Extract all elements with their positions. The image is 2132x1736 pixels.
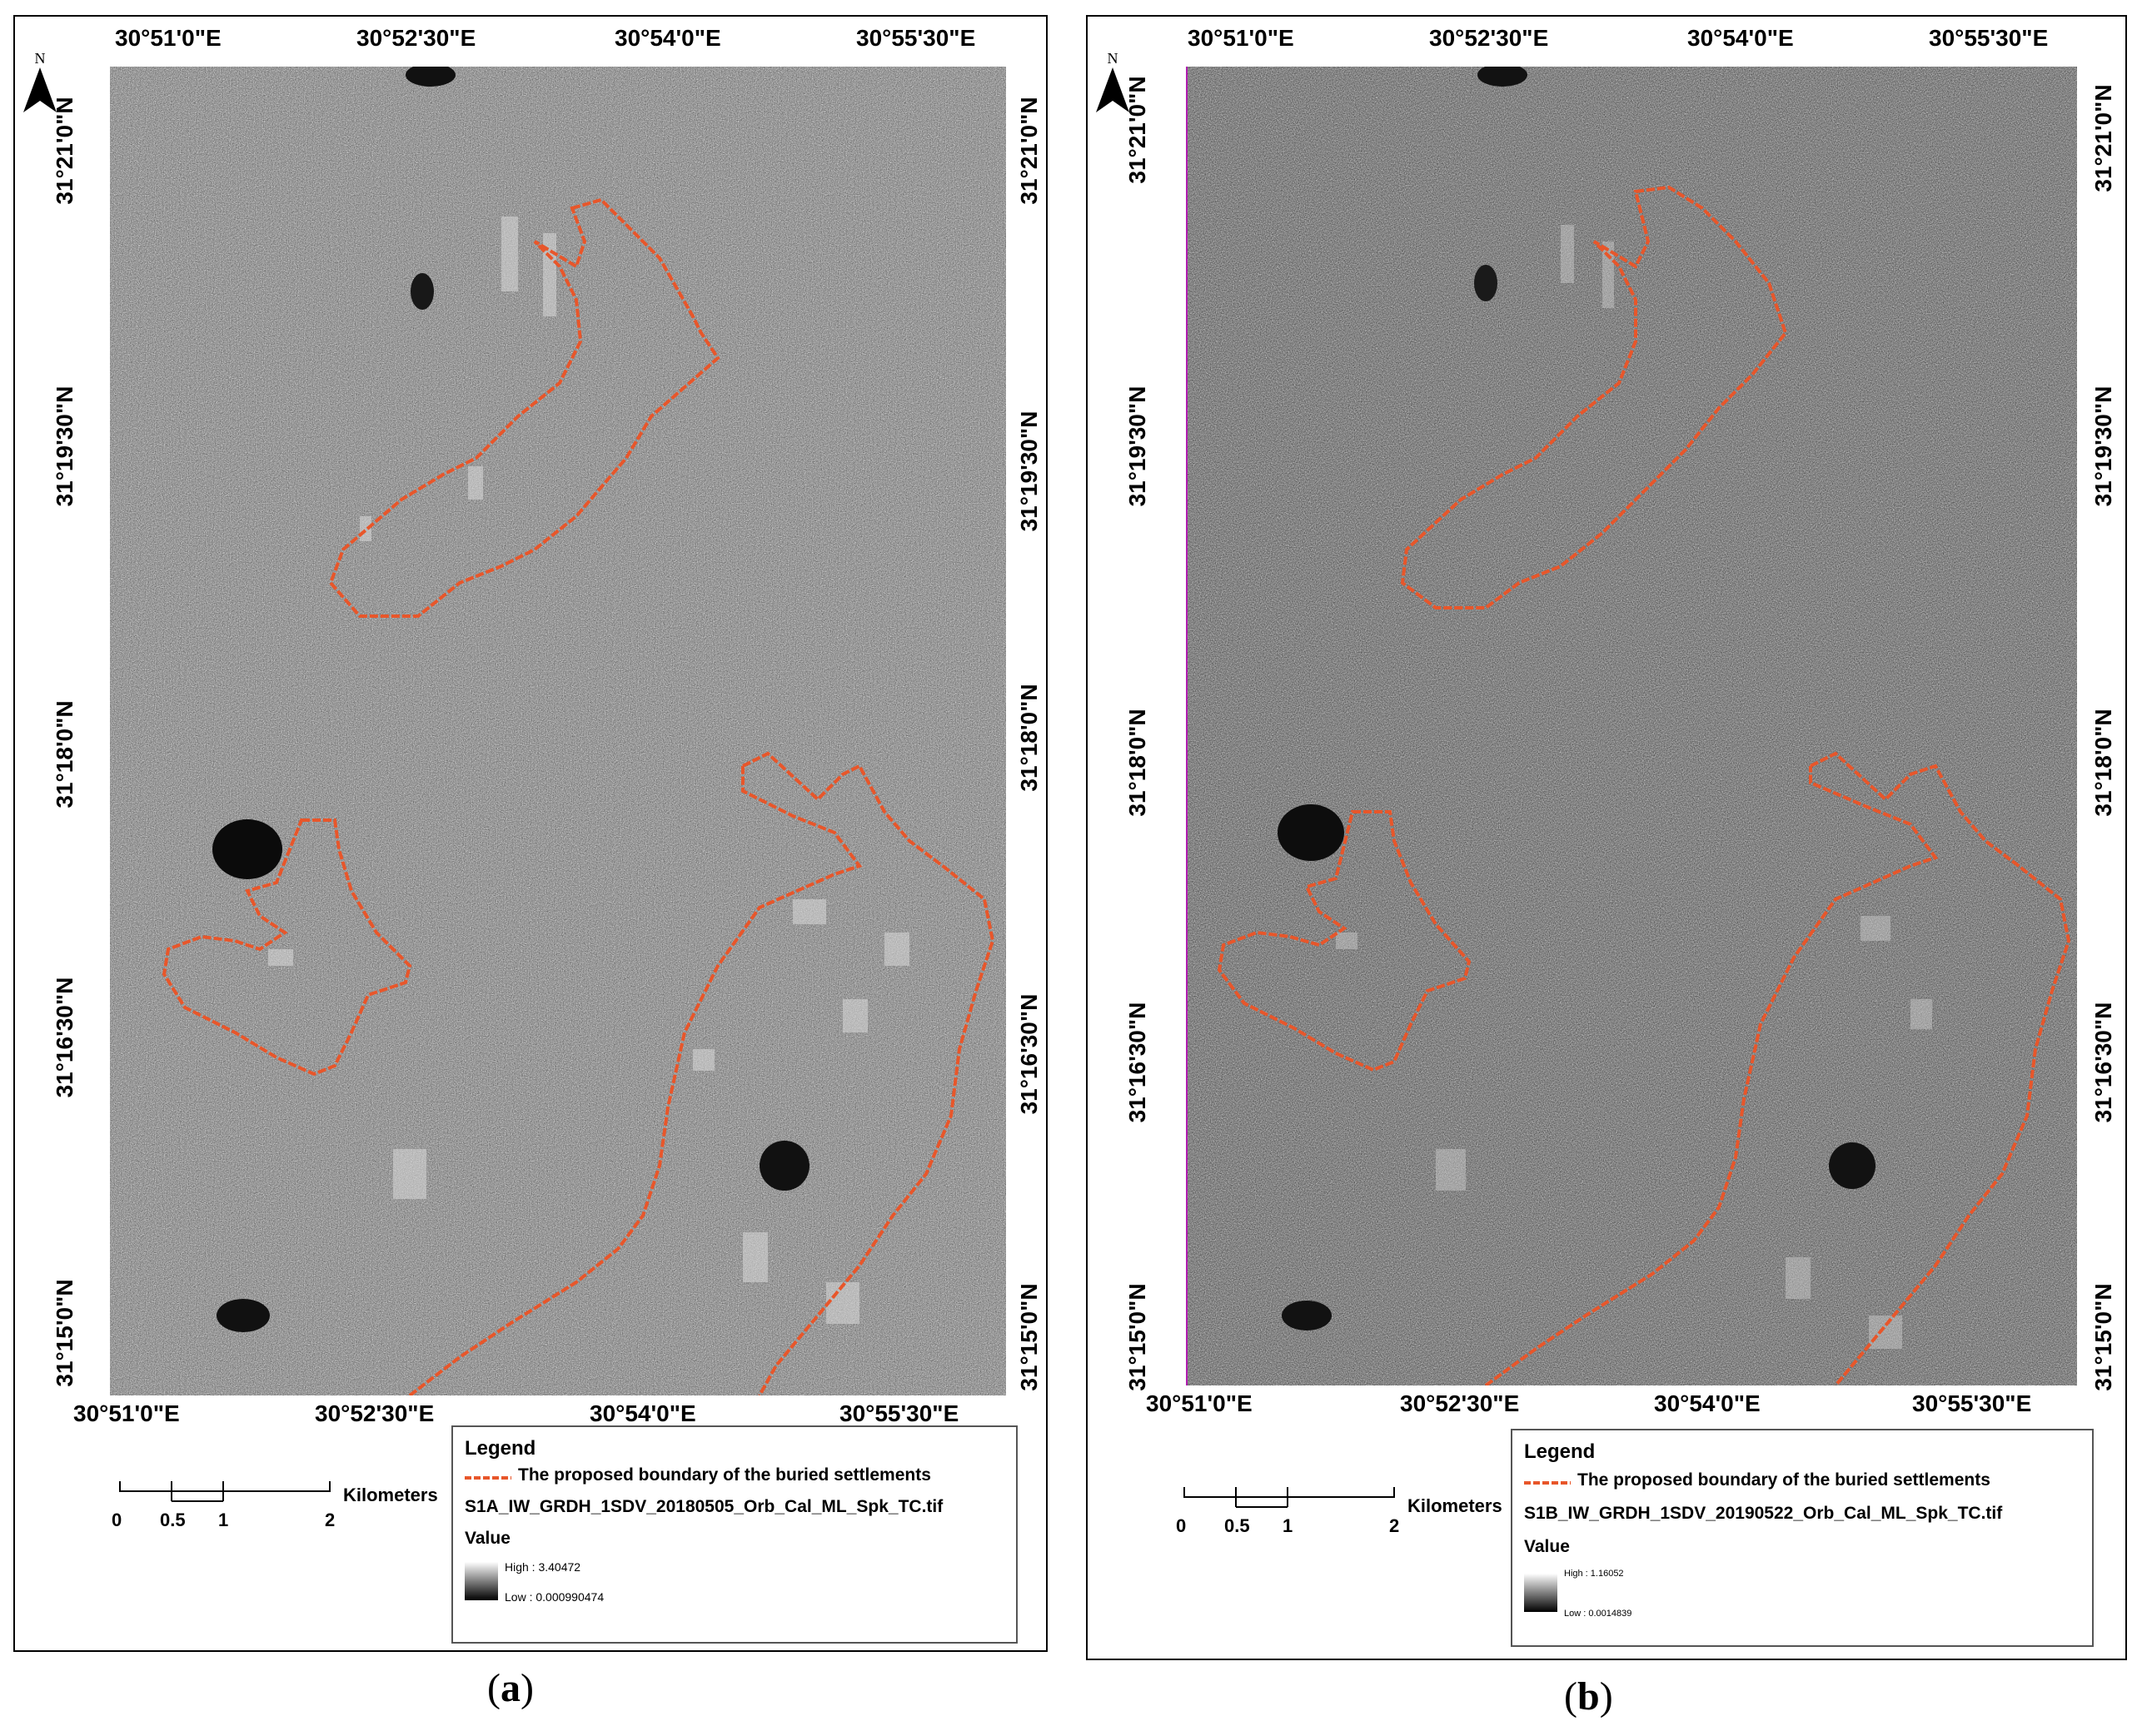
- lon-label-bottom: 30°51'0"E: [73, 1400, 180, 1426]
- lat-label-left: 31°21'0"N: [1124, 76, 1150, 184]
- scale-unit: Kilometers: [343, 1485, 438, 1505]
- boundary-line-swatch: [465, 1476, 511, 1480]
- lat-label-left: 31°16'30"N: [52, 977, 77, 1098]
- value-gradient-swatch: [1524, 1574, 1557, 1612]
- lat-label-left: 31°16'30"N: [1124, 1002, 1150, 1123]
- boundary-east-b: [1484, 751, 2071, 1385]
- lat-label-left: 31°21'0"N: [52, 97, 77, 205]
- scale-tick: 1: [218, 1510, 229, 1530]
- lon-label-top: 30°55'30"E: [1929, 25, 2049, 51]
- value-gradient-swatch: [465, 1562, 498, 1600]
- scale-bar-graphic: [119, 1481, 331, 1502]
- lat-label-right: 31°21'0"N: [1016, 97, 1042, 205]
- north-label: N: [34, 50, 46, 67]
- scale-tick: 2: [325, 1510, 336, 1530]
- lat-label-right: 31°19'30"N: [1016, 410, 1042, 532]
- caption-a: (a): [487, 1665, 534, 1711]
- caption-close: ): [520, 1666, 534, 1710]
- boundary-north-a: [328, 197, 720, 618]
- north-arrow-b: N: [1096, 50, 1129, 117]
- lat-label-right: 31°15'0"N: [1016, 1283, 1042, 1391]
- caption-letter: b: [1577, 1674, 1600, 1719]
- scale-bar-b: 0 0.5 1 2 Kilometers: [1171, 1484, 1521, 1542]
- lat-label-left: 31°18'0"N: [1124, 709, 1150, 817]
- lat-label-right: 31°18'0"N: [1016, 684, 1042, 792]
- sar-image-b: [1186, 67, 2077, 1385]
- caption-close: ): [1599, 1674, 1613, 1719]
- boundary-west-a: [162, 818, 412, 1077]
- north-label: N: [1107, 50, 1118, 67]
- lat-label-left: 31°19'30"N: [52, 386, 77, 507]
- scale-tick: 0: [1176, 1515, 1187, 1536]
- legend-raster-name: S1B_IW_GRDH_1SDV_20190522_Orb_Cal_ML_Spk…: [1524, 1504, 2003, 1523]
- boundary-east-a: [408, 751, 995, 1395]
- map-panel-a: N 30°51'0"E 30°52'30"E 30°54'0"E 30°55'3…: [13, 15, 1048, 1652]
- lon-label-bottom: 30°52'30"E: [1400, 1390, 1520, 1416]
- scale-bar-graphic: [1183, 1487, 1395, 1508]
- caption-letter: a: [500, 1666, 521, 1710]
- lat-label-right: 31°15'0"N: [2090, 1283, 2116, 1391]
- lat-label-right: 31°21'0"N: [2090, 84, 2116, 192]
- lon-label-top: 30°54'0"E: [1687, 25, 1794, 51]
- lat-label-left: 31°15'0"N: [1124, 1283, 1150, 1391]
- lon-label-top: 30°52'30"E: [1429, 25, 1549, 51]
- lat-label-right: 31°19'30"N: [2090, 386, 2116, 507]
- lon-label-bottom: 30°52'30"E: [315, 1400, 435, 1426]
- lat-label-left: 31°19'30"N: [1124, 386, 1150, 507]
- north-arrow-icon: [23, 67, 57, 112]
- lon-label-bottom: 30°54'0"E: [1654, 1390, 1761, 1416]
- legend-title: Legend: [1524, 1440, 1596, 1463]
- caption-open: (: [1564, 1674, 1577, 1719]
- sar-image-a: [110, 67, 1006, 1395]
- scale-tick: 0.5: [1224, 1515, 1250, 1536]
- lon-label-top: 30°51'0"E: [1188, 25, 1294, 51]
- map-panel-b: N 30°51'0"E 30°52'30"E 30°54'0"E 30°55'3…: [1086, 15, 2127, 1660]
- lon-label-top: 30°55'30"E: [856, 25, 976, 51]
- scale-bar-a: 0 0.5 1 2 Kilometers: [107, 1478, 456, 1536]
- legend-b: Legend The proposed boundary of the buri…: [1511, 1429, 2094, 1647]
- lon-label-top: 30°52'30"E: [356, 25, 476, 51]
- boundary-west-b: [1217, 810, 1472, 1072]
- legend-a: Legend The proposed boundary of the buri…: [451, 1425, 1018, 1644]
- boundary-north-b: [1400, 185, 1788, 609]
- legend-boundary-label: The proposed boundary of the buried sett…: [518, 1465, 931, 1485]
- scale-tick: 0.5: [160, 1510, 186, 1530]
- scale-tick: 2: [1389, 1515, 1400, 1536]
- caption-b: (b): [1564, 1674, 1613, 1719]
- lat-label-right: 31°16'30"N: [2090, 1002, 2116, 1123]
- legend-boundary-label: The proposed boundary of the buried sett…: [1577, 1470, 1990, 1490]
- lat-label-left: 31°15'0"N: [52, 1279, 77, 1387]
- legend-value-label: Value: [1524, 1537, 1570, 1556]
- legend-low-value: Low : 0.000990474: [505, 1590, 605, 1604]
- north-arrow-icon: [1096, 67, 1129, 112]
- lat-label-left: 31°18'0"N: [52, 700, 77, 808]
- lon-label-bottom: 30°55'30"E: [1912, 1390, 2032, 1416]
- lon-label-bottom: 30°55'30"E: [839, 1400, 959, 1426]
- caption-open: (: [487, 1666, 501, 1710]
- legend-value-label: Value: [465, 1529, 511, 1548]
- legend-high-value: High : 3.40472: [505, 1560, 581, 1574]
- legend-raster-name: S1A_IW_GRDH_1SDV_20180505_Orb_Cal_ML_Spk…: [465, 1497, 944, 1516]
- lat-label-right: 31°16'30"N: [1016, 993, 1042, 1115]
- scale-unit: Kilometers: [1407, 1495, 1502, 1516]
- legend-high-value: High : 1.16052: [1564, 1569, 1624, 1579]
- scale-tick: 0: [112, 1510, 122, 1530]
- legend-low-value: Low : 0.0014839: [1564, 1609, 1632, 1619]
- boundary-line-swatch: [1524, 1481, 1571, 1485]
- scale-tick: 1: [1283, 1515, 1293, 1536]
- lon-label-top: 30°54'0"E: [615, 25, 721, 51]
- lat-label-right: 31°18'0"N: [2090, 709, 2116, 817]
- lon-label-top: 30°51'0"E: [115, 25, 222, 51]
- legend-title: Legend: [465, 1437, 536, 1460]
- lon-label-bottom: 30°54'0"E: [590, 1400, 696, 1426]
- lon-label-bottom: 30°51'0"E: [1146, 1390, 1253, 1416]
- north-arrow-a: N: [23, 50, 57, 117]
